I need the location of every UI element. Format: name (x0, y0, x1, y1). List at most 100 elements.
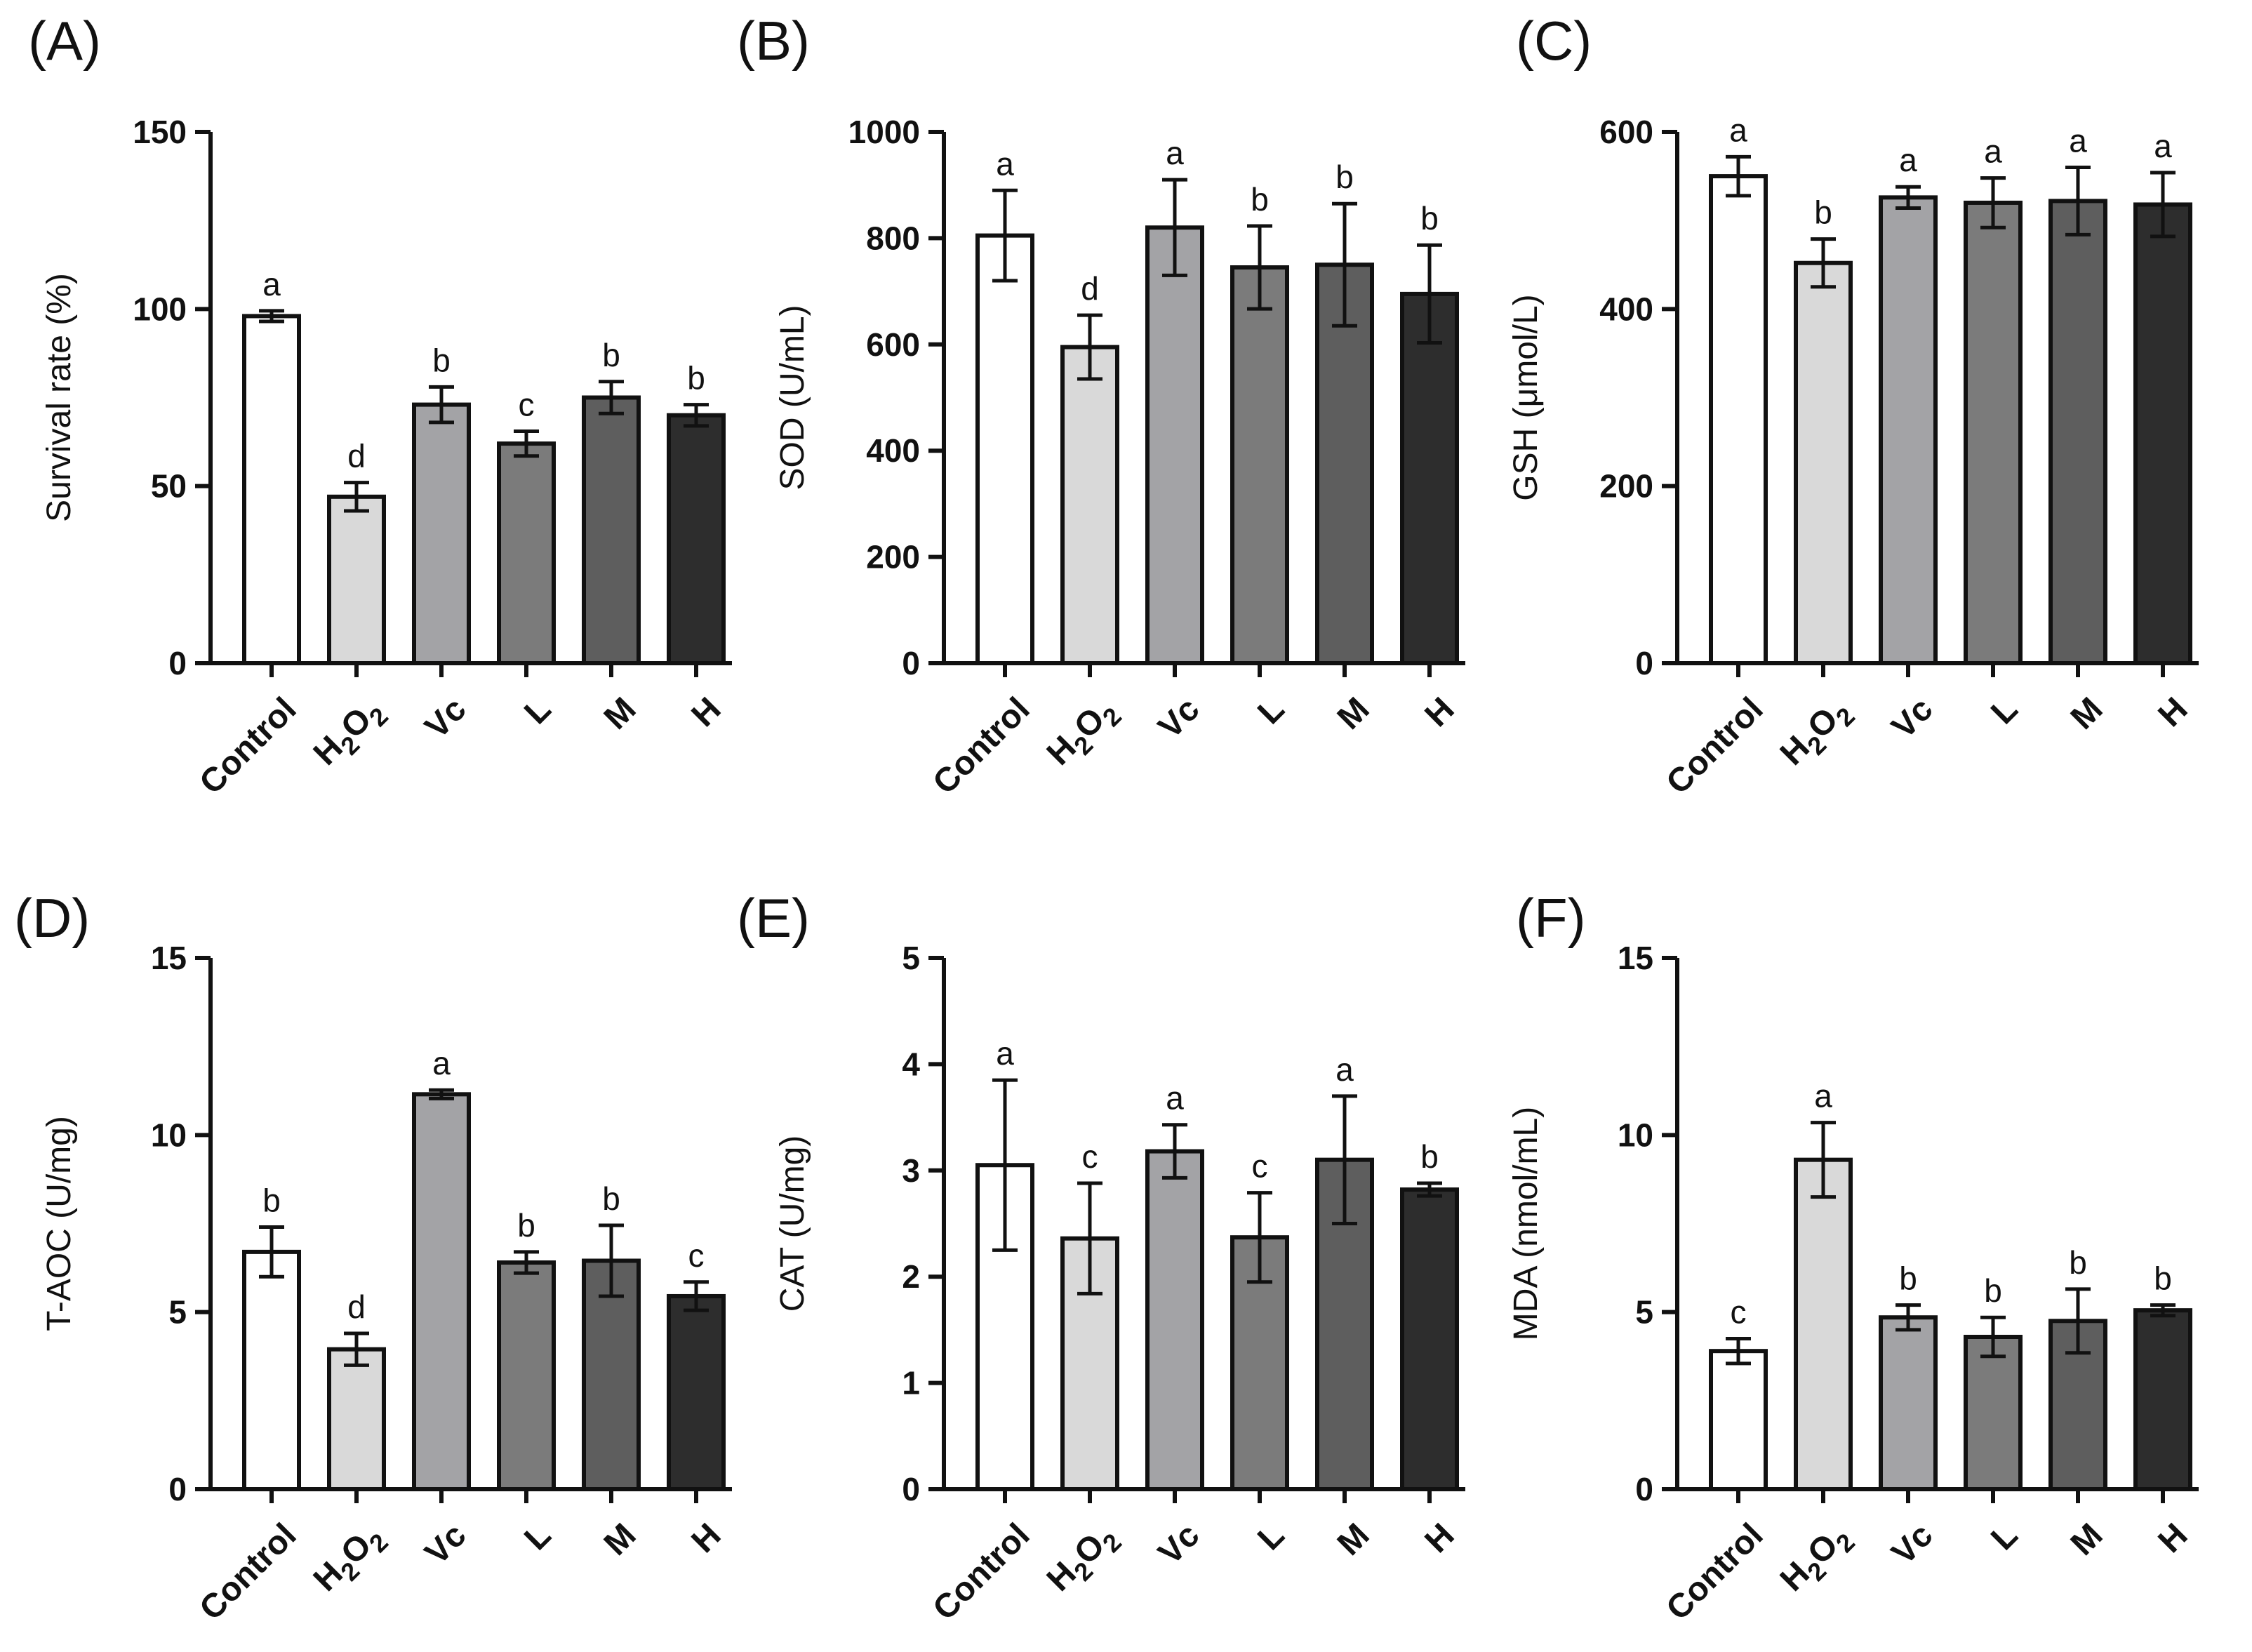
x-tick-label: Control (192, 1517, 303, 1627)
x-tick-label: H2O2 (1040, 1517, 1127, 1604)
significance-letter: a (1166, 1080, 1184, 1117)
bar-h2o2 (1060, 345, 1119, 665)
error-bar-control (992, 188, 1018, 283)
x-tick-label: L (1984, 1517, 2025, 1557)
bar-vc (412, 402, 471, 665)
error-bar-h (2150, 171, 2176, 239)
y-tick-label: 400 (866, 432, 920, 469)
bar-h (2133, 202, 2192, 665)
panel-label: (A) (28, 10, 101, 72)
y-tick-label: 5 (168, 1294, 187, 1331)
x-tick-label: L (1251, 1517, 1291, 1557)
x-tick-label: Control (926, 1517, 1037, 1627)
x-tick-label: H (1418, 691, 1462, 734)
x-tick-label: H (1418, 1517, 1462, 1560)
significance-letter: a (2069, 122, 2087, 159)
error-bar-vc (429, 385, 454, 425)
bar-h (2133, 1308, 2192, 1491)
chart-panel-c: (C) GSH (μmol/L) a Control b H2O2 a Vc a La Ma H 0 20… (1507, 10, 2199, 801)
x-tick-label: Control (926, 691, 1037, 801)
y-tick-label: 0 (168, 1471, 187, 1507)
error-bar-h2o2 (1811, 1121, 1836, 1199)
bar-vc (1145, 225, 1204, 665)
y-axis-title: MDA (nmol/mL) (1507, 1107, 1545, 1340)
significance-letter: b (262, 1183, 281, 1219)
y-tick-label: 50 (151, 468, 187, 505)
significance-letter: b (1420, 200, 1439, 237)
y-tick-label: 15 (151, 940, 187, 976)
bar-vc (1879, 195, 1938, 665)
significance-letter: a (262, 266, 281, 302)
bar-h (667, 1293, 726, 1491)
x-tick-label: M (1331, 691, 1377, 737)
significance-letter: c (519, 386, 535, 422)
significance-letter: b (1899, 1260, 1917, 1297)
y-tick-label: 5 (1635, 1294, 1653, 1331)
bar-l (1964, 1334, 2023, 1491)
x-tick-label: H (685, 1517, 728, 1560)
x-tick-label: Vc (1885, 1517, 1940, 1572)
error-bar-h (684, 403, 709, 428)
significance-letter: b (1251, 181, 1269, 218)
significance-letter: b (517, 1207, 535, 1244)
error-bar-vc (1895, 1303, 1921, 1332)
error-bar-h2o2 (344, 481, 369, 513)
bar-vc (1879, 1315, 1938, 1492)
bar-l (1964, 200, 2023, 665)
y-tick-label: 10 (1618, 1117, 1653, 1153)
error-bar-l (1980, 1315, 2006, 1359)
error-bar-h (684, 1280, 709, 1312)
x-tick-label: Vc (1152, 1517, 1207, 1572)
y-tick-label: 150 (133, 114, 187, 150)
significance-letter: b (1335, 159, 1354, 195)
bar-control (1709, 1349, 1768, 1492)
x-tick-label: L (517, 691, 558, 731)
x-tick-label: M (2064, 691, 2110, 737)
significance-letter: b (1984, 1272, 2002, 1309)
panel-label: (C) (1516, 10, 1592, 72)
error-bar-h2o2 (1077, 1181, 1102, 1295)
y-tick-label: 400 (1599, 291, 1653, 327)
x-tick-label: Vc (418, 691, 474, 746)
chart-panel-b: (B) SOD (U/mL) a Control d H2O2 a Vc b Lb Mb H 0 200 4… (737, 10, 1465, 801)
error-bar-l (1247, 1191, 1272, 1284)
significance-letter: b (432, 342, 451, 378)
significance-letter: a (1335, 1051, 1354, 1088)
y-axis-title: T-AOC (U/mg) (41, 1116, 78, 1331)
x-tick-label: M (2064, 1517, 2110, 1563)
x-tick-label: L (1251, 691, 1291, 731)
bar-l (1230, 265, 1289, 666)
panel-label: (D) (14, 887, 90, 949)
x-tick-label: H2O2 (1773, 691, 1860, 778)
significance-letter: a (1729, 112, 1747, 148)
y-tick-label: 0 (902, 645, 920, 681)
error-bar-m (1332, 201, 1357, 328)
significance-letter: c (1252, 1148, 1268, 1185)
y-tick-label: 100 (133, 291, 187, 327)
x-tick-label: H2O2 (1773, 1517, 1860, 1604)
x-tick-label: M (597, 1517, 644, 1563)
y-tick-label: 200 (866, 539, 920, 575)
error-bar-l (1247, 224, 1272, 311)
y-tick-label: 1 (902, 1365, 920, 1401)
significance-letter: d (1081, 270, 1099, 307)
y-tick-label: 200 (1599, 468, 1653, 505)
panel-label: (E) (737, 887, 810, 949)
error-bar-control (1726, 154, 1751, 198)
x-tick-label: M (1331, 1517, 1377, 1563)
bar-control (975, 233, 1034, 665)
x-tick-label: H (2152, 1517, 2195, 1560)
significance-letter: a (1984, 133, 2002, 170)
y-axis-title: Survival rate (%) (41, 273, 78, 522)
error-bar-h2o2 (1077, 313, 1102, 381)
y-tick-label: 5 (902, 940, 920, 976)
significance-letter: a (996, 145, 1014, 182)
significance-letter: d (347, 438, 366, 474)
x-tick-label: H2O2 (1040, 691, 1127, 778)
x-tick-label: H (2152, 691, 2195, 734)
x-tick-label: Control (1659, 1517, 1770, 1627)
error-bar-h (2150, 1303, 2176, 1318)
significance-letter: b (687, 360, 705, 397)
x-tick-label: Vc (1152, 691, 1207, 746)
